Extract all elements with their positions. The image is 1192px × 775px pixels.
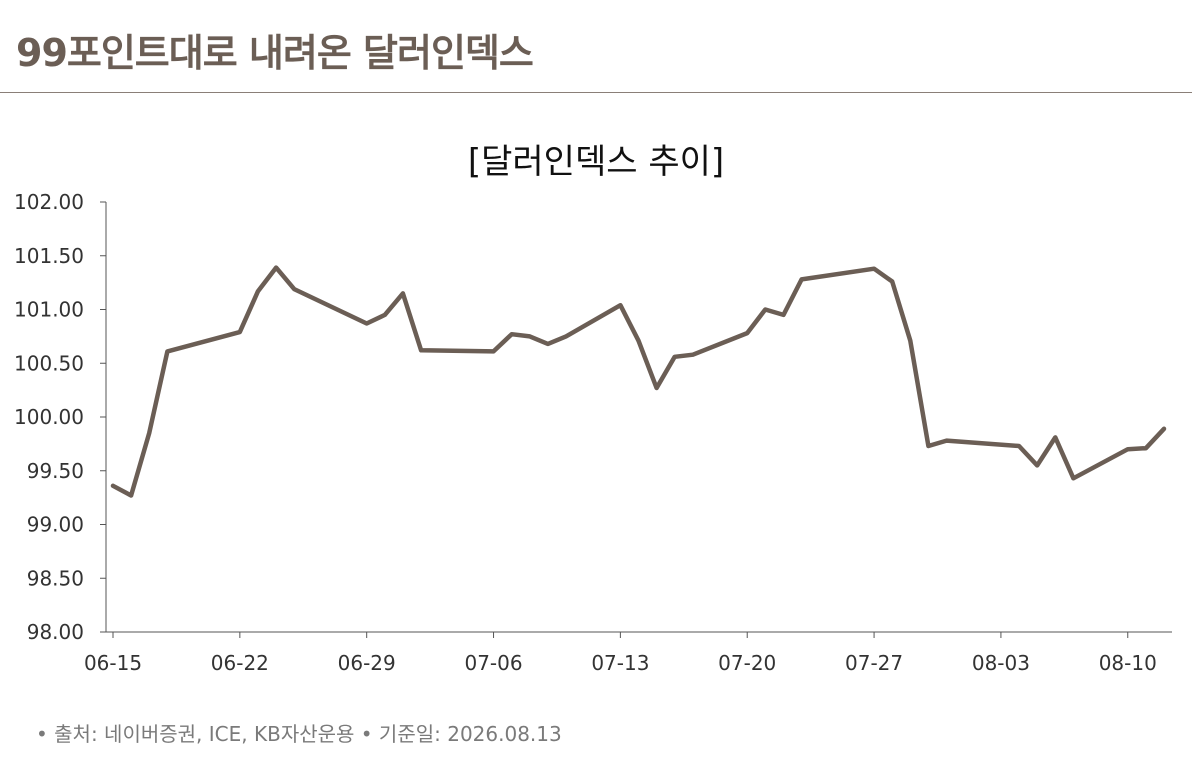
chart-axes <box>105 202 1172 633</box>
y-tick-label: 98.00 <box>27 620 84 644</box>
header-divider <box>0 92 1192 93</box>
x-tick-label: 08-10 <box>1099 651 1157 675</box>
x-tick-label: 06-22 <box>211 651 269 675</box>
x-tick-label: 07-06 <box>464 651 522 675</box>
headline: 99포인트대로 내려온 달러인덱스 <box>16 31 534 75</box>
x-tick-label: 07-27 <box>845 651 903 675</box>
y-tick-label: 100.50 <box>14 351 84 375</box>
dollar-index-line <box>110 265 1167 498</box>
y-tick-label: 102.00 <box>14 190 84 214</box>
chart-series <box>110 265 1167 498</box>
x-tick-label: 06-29 <box>338 651 396 675</box>
x-tick-label: 07-20 <box>718 651 776 675</box>
y-tick-label: 100.00 <box>14 405 84 429</box>
y-tick-label: 99.00 <box>27 513 84 537</box>
source-note: • 출처: 네이버증권, ICE, KB자산운용 • 기준일: 2026.08.… <box>36 722 562 746</box>
y-tick-label: 99.50 <box>27 459 84 483</box>
y-tick-label: 101.50 <box>14 244 84 268</box>
x-tick-label: 07-13 <box>591 651 649 675</box>
x-tick-label: 06-15 <box>84 651 142 675</box>
x-tick-label: 08-03 <box>972 651 1030 675</box>
chart-ticks: 98.00 98.50 99.00 99.50 100.00 100.50 101.00 10… <box>14 190 1157 675</box>
y-tick-label: 101.00 <box>14 298 84 322</box>
chart-title: [달러인덱스 추이] <box>467 142 725 182</box>
y-tick-label: 98.50 <box>27 566 84 590</box>
